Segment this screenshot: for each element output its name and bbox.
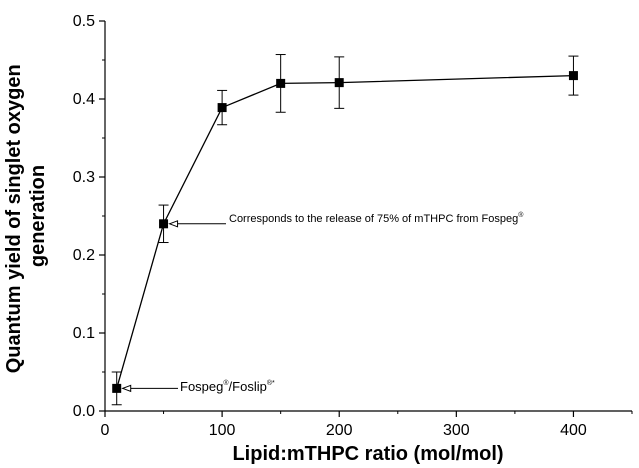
y-axis-title-line-2: generation [27,165,49,267]
y-tick-label: 0.2 [73,247,95,264]
x-tick-label: 300 [443,422,470,439]
data-point-marker [217,103,227,113]
annotation-arrow-head [168,220,179,228]
error-bars [111,54,579,406]
data-point-marker [334,78,344,88]
data-point-marker [159,219,169,229]
y-tick-label: 0.5 [73,13,95,30]
annotation-release-note: Corresponds to the release of 75% of mTH… [229,211,524,225]
y-axis-title-line-1: Quantum yield of singlet oxygen [3,64,25,373]
annotation-arrows [121,220,226,393]
y-tick-label: 0.3 [73,169,95,186]
x-axis-ticks: 0 100 200 300 400 [101,411,633,439]
y-tick-label: 0.1 [73,325,95,342]
data-markers [112,71,578,393]
x-tick-label: 200 [326,422,353,439]
x-tick-label: 400 [560,422,587,439]
data-point-marker [276,78,286,88]
x-tick-label: 100 [209,422,236,439]
y-axis-title: Quantum yield of singlet oxygen generati… [3,59,49,374]
data-point-marker [112,383,122,393]
x-tick-label: 0 [101,422,110,439]
annotation-arrow-head [121,384,132,393]
y-axis-ticks: 0.0 0.1 0.2 0.3 0.4 0.5 [73,13,105,420]
annotation-fospeg-foslip: Fospeg®/Foslip®* [180,379,275,394]
series-polyline [116,74,574,389]
data-point-marker [568,71,578,81]
y-tick-label: 0.4 [73,91,95,108]
x-axis-title: Lipid:mTHPC ratio (mol/mol) [232,443,503,465]
series-line [116,74,574,389]
y-tick-label: 0.0 [73,403,95,420]
